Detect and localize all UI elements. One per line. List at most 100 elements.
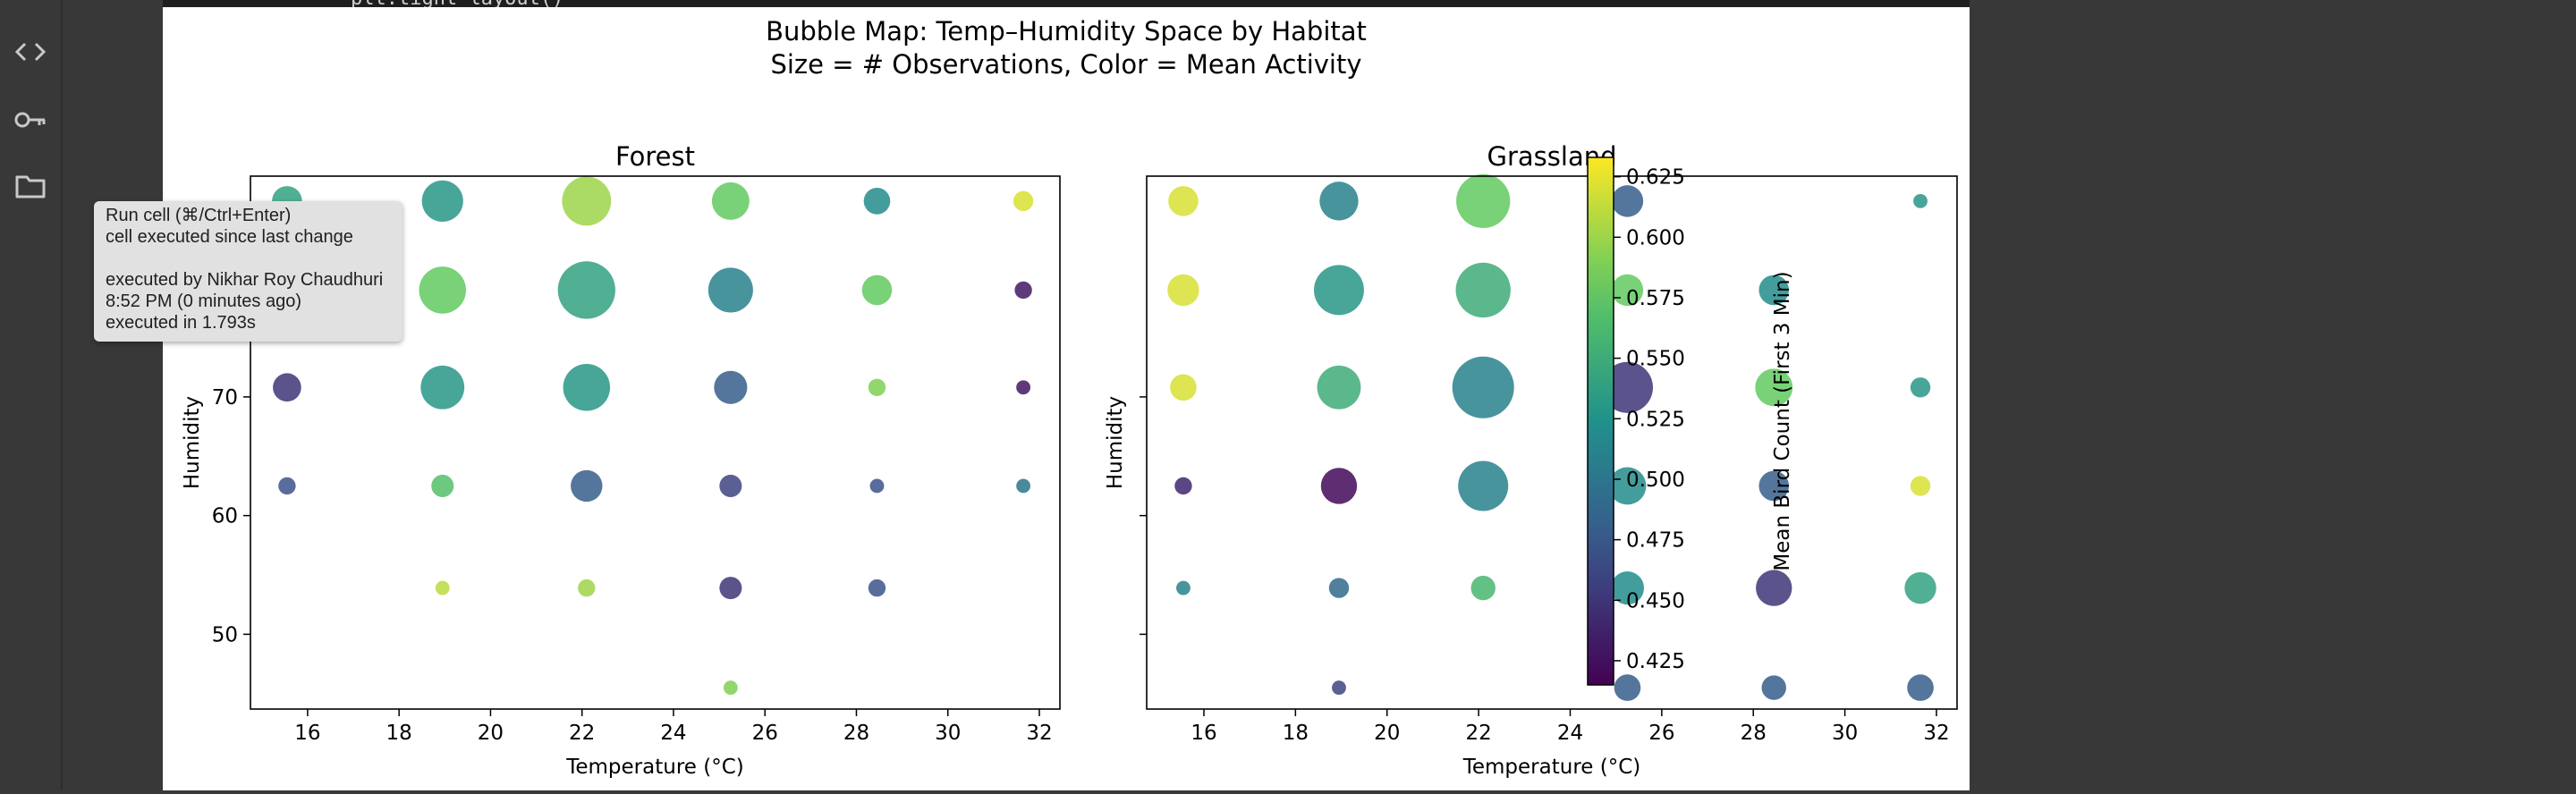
x-tick-label: 26 xyxy=(752,722,778,745)
bubble xyxy=(1176,580,1191,596)
bubble xyxy=(868,378,886,396)
bubble xyxy=(1013,190,1034,212)
y-axis-label: Humidity xyxy=(181,396,204,489)
bubble xyxy=(1014,281,1032,300)
plot-frame xyxy=(1146,175,1958,710)
bubble xyxy=(1456,173,1511,229)
bubble xyxy=(1319,182,1359,221)
notebook-background xyxy=(1970,0,2576,790)
key-icon[interactable] xyxy=(13,102,48,138)
x-tick-label: 16 xyxy=(1191,722,1216,745)
colorbar-tick-label: 0.600 xyxy=(1626,226,1685,249)
x-tick-label: 28 xyxy=(843,722,869,745)
bubble xyxy=(1328,578,1350,598)
subplots: Forest 16 18 20 22 24 26 28 30 32 50 60 70 Temperatur… xyxy=(181,141,1958,779)
x-tick-label: 20 xyxy=(478,722,504,745)
bubble xyxy=(571,469,603,503)
cell-output: Bubble Map: Temp–Humidity Space by Habit… xyxy=(163,7,1970,790)
x-tick-label: 22 xyxy=(1465,722,1491,745)
run-cell-tooltip: Run cell (⌘/Ctrl+Enter) cell executed si… xyxy=(94,201,402,342)
chart-subtitle: Size = # Observations, Color = Mean Acti… xyxy=(770,49,1361,80)
bubble xyxy=(863,188,891,215)
bubble xyxy=(278,477,296,495)
colorbar-gradient xyxy=(1587,156,1614,686)
bubble xyxy=(1016,380,1031,395)
chart-title: Bubble Map: Temp–Humidity Space by Habit… xyxy=(766,16,1367,46)
x-tick-label: 32 xyxy=(1026,722,1052,745)
code-icon[interactable] xyxy=(13,34,48,70)
bubble xyxy=(1313,265,1364,316)
colorbar-tick-label: 0.425 xyxy=(1626,650,1685,673)
bubble xyxy=(719,577,742,600)
y-tick-label: 50 xyxy=(212,623,238,646)
x-axis-label: Temperature (°C) xyxy=(565,756,744,779)
x-tick-label: 24 xyxy=(660,722,686,745)
cell-gutter xyxy=(63,0,163,790)
bubble xyxy=(421,180,463,222)
bubble xyxy=(1608,467,1647,505)
bubble xyxy=(1332,680,1346,696)
x-tick-label: 20 xyxy=(1374,722,1400,745)
bubble xyxy=(1167,274,1199,307)
plot-frame xyxy=(250,175,1061,710)
tooltip-line: Run cell (⌘/Ctrl+Enter) xyxy=(106,206,292,225)
colorbar-label: Mean Bird Count (First 3 Min) xyxy=(1771,271,1794,570)
folder-icon[interactable] xyxy=(13,168,48,204)
bubble xyxy=(1470,575,1496,601)
bubble xyxy=(711,182,750,220)
y-tick-label: 70 xyxy=(212,386,238,410)
bubble xyxy=(1317,365,1361,410)
x-tick-label: 24 xyxy=(1557,722,1583,745)
code-cell-bottom: plt.tight_layout() xyxy=(163,0,1970,7)
bubble xyxy=(719,474,742,497)
bubble xyxy=(1758,470,1790,502)
x-tick-label: 28 xyxy=(1741,722,1767,745)
bubble xyxy=(723,680,738,696)
bubble xyxy=(431,474,454,497)
subplot-title: Forest xyxy=(615,141,695,172)
bubble xyxy=(708,267,753,313)
bubble xyxy=(1610,571,1645,605)
x-tick-label: 30 xyxy=(1832,722,1858,745)
bubble xyxy=(562,176,612,226)
colorbar-tick-label: 0.575 xyxy=(1626,287,1685,310)
bubble xyxy=(1761,675,1786,700)
bubble xyxy=(1755,368,1793,407)
colorbar-tick-label: 0.450 xyxy=(1626,589,1685,612)
bubble xyxy=(1913,193,1928,208)
bubble xyxy=(419,266,467,314)
bubble xyxy=(1455,262,1511,318)
bubble xyxy=(1168,186,1199,216)
bubble-chart-figure: Bubble Map: Temp–Humidity Space by Habit… xyxy=(181,16,1958,779)
bubble xyxy=(1452,356,1514,418)
bubble xyxy=(1910,377,1931,398)
bubble xyxy=(1904,571,1936,604)
bubble xyxy=(869,478,885,494)
tooltip-line: executed in 1.793s xyxy=(106,313,256,333)
bubble xyxy=(1614,674,1641,701)
bubble xyxy=(868,579,886,597)
bubble xyxy=(273,373,301,402)
bubble xyxy=(435,580,450,596)
colorbar-tick-label: 0.500 xyxy=(1626,469,1685,492)
bubble xyxy=(557,261,615,319)
x-tick-label: 32 xyxy=(1923,722,1949,745)
x-tick-label: 18 xyxy=(386,722,412,745)
bubble xyxy=(1611,185,1644,217)
tooltip-line: cell executed since last change xyxy=(106,227,353,247)
bubble xyxy=(1016,478,1031,494)
bubble xyxy=(1756,570,1792,606)
bubble xyxy=(1170,374,1197,401)
bubble xyxy=(1174,477,1192,495)
bubble xyxy=(563,364,611,411)
colorbar-tick-label: 0.625 xyxy=(1626,166,1685,190)
bubble xyxy=(1910,476,1931,496)
y-tick-label: 60 xyxy=(212,505,238,528)
bubble xyxy=(1758,275,1790,306)
left-toolbar xyxy=(0,0,63,790)
bubble xyxy=(714,370,748,404)
x-tick-label: 22 xyxy=(569,722,595,745)
y-axis-label: Humidity xyxy=(1104,396,1127,489)
tooltip-line: executed by Nikhar Roy Chaudhuri xyxy=(106,270,384,290)
